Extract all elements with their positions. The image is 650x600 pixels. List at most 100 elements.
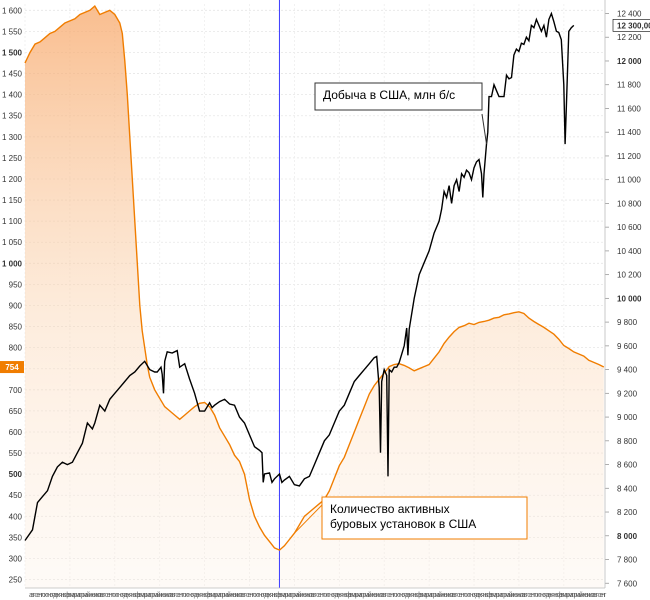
x-tick-label: ф [416, 592, 422, 599]
x-tick-label: р [503, 592, 507, 599]
right-tick-label: 10 200 [617, 271, 642, 280]
x-tick-label: к [325, 592, 329, 599]
x-tick-label: н [60, 592, 64, 599]
x-tick-label: л [98, 592, 102, 599]
x-tick-label: в [490, 592, 494, 599]
x-tick-label: п [290, 592, 294, 599]
x-tick-label: н [259, 592, 263, 599]
x-tick-label: т [186, 592, 190, 599]
x-tick-label: г [385, 592, 388, 599]
x-tick-label: а [85, 592, 89, 599]
x-tick-label: ю [307, 592, 312, 599]
x-tick-label: п [149, 592, 153, 599]
left-tick-label: 650 [9, 407, 23, 416]
x-tick-label: и [229, 592, 233, 599]
x-tick-label: в [101, 592, 105, 599]
x-tick-label: г [173, 592, 176, 599]
x-tick-label: к [479, 592, 483, 599]
x-tick-label: в [349, 592, 353, 599]
left-tick-label: 1 250 [2, 154, 23, 163]
right-tick-label: 12 400 [617, 9, 642, 18]
x-tick-label: м [140, 592, 145, 599]
x-tick-label: я [481, 592, 485, 599]
x-tick-label: ю [377, 592, 382, 599]
x-tick-label: н [320, 592, 324, 599]
rig-count-area-fill [25, 6, 604, 589]
x-tick-label: м [211, 592, 216, 599]
x-tick-label: и [94, 592, 98, 599]
right-tick-label: 10 600 [617, 223, 642, 232]
x-tick-label: и [440, 592, 444, 599]
x-tick-label: о [331, 592, 335, 599]
x-tick-label: в [344, 592, 348, 599]
series-lines [24, 5, 605, 551]
x-tick-label: ю [96, 592, 101, 599]
x-tick-label: о [183, 592, 187, 599]
x-tick-label: н [553, 592, 557, 599]
x-tick-label: т [181, 592, 185, 599]
left-tick-label: 1 050 [2, 238, 23, 247]
x-tick-label: л [309, 592, 313, 599]
x-tick-label: к [549, 592, 553, 599]
x-tick-label: т [603, 592, 607, 599]
x-tick-label: е [388, 592, 392, 599]
x-tick-label: о [401, 592, 405, 599]
x-tick-label: а [429, 592, 433, 599]
x-tick-label: в [133, 592, 137, 599]
x-tick-label: я [551, 592, 555, 599]
left-tick-label: 1 450 [2, 70, 23, 79]
right-tick-label: 9 400 [617, 366, 638, 375]
x-tick-label: р [151, 592, 155, 599]
x-tick-label: н [233, 592, 237, 599]
x-tick-label: ю [512, 592, 517, 599]
x-tick-label: й [157, 591, 161, 599]
x-tick-label: ф [486, 592, 492, 599]
x-tick-label: д [335, 592, 339, 599]
x-tick-label: а [451, 592, 455, 599]
annotation-box [314, 82, 483, 111]
x-tick-label: с [598, 592, 602, 599]
x-tick-label: а [72, 592, 76, 599]
x-tick-label: а [225, 592, 229, 599]
x-tick-label: а [288, 592, 292, 599]
x-tick-label: г [103, 592, 106, 599]
x-tick-label: к [185, 592, 189, 599]
right-tick-label: 8 600 [617, 461, 638, 470]
x-tick-label: н [342, 592, 346, 599]
x-tick-label: р [362, 592, 366, 599]
x-tick-label: д [405, 592, 409, 599]
right-tick-label: 7 800 [617, 556, 638, 565]
left-tick-label: 350 [9, 533, 23, 542]
x-tick-label: в [172, 592, 176, 599]
x-tick-label: н [373, 592, 377, 599]
x-tick-label: в [312, 592, 316, 599]
x-tick-label: й [368, 591, 372, 599]
x-tick-label: г [455, 592, 458, 599]
x-tick-label: е [55, 592, 59, 599]
x-tick-label: к [57, 592, 61, 599]
production-line [24, 11, 575, 541]
x-tick-label: а [77, 592, 81, 599]
left-tick-label: 950 [9, 280, 23, 289]
x-tick-label: в [68, 592, 72, 599]
x-tick-label: а [570, 592, 574, 599]
x-tick-label: е [477, 592, 481, 599]
x-tick-label: р [214, 592, 218, 599]
x-tick-label: н [118, 592, 122, 599]
x-tick-label: е [248, 592, 252, 599]
x-tick-label: м [427, 592, 432, 599]
x-tick-label: а [359, 592, 363, 599]
annotation-line: Добыча в США, млн б/с [323, 88, 455, 102]
left-tick-label: 1 150 [2, 196, 23, 205]
x-tick-label: е [418, 592, 422, 599]
x-tick-label: д [194, 592, 198, 599]
x-tick-label: я [122, 592, 126, 599]
x-tick-label: в [242, 592, 246, 599]
right-current-label: 12 300,00 [617, 21, 650, 30]
x-tick-label: о [253, 592, 257, 599]
x-tick-label: о [120, 592, 124, 599]
x-tick-label: р [81, 592, 85, 599]
x-axis: авг сентоктноядекянвфевмармапрмайиюниюлав… [25, 587, 607, 599]
left-tick-label: 1 300 [2, 133, 23, 142]
x-tick-label: к [536, 592, 540, 599]
